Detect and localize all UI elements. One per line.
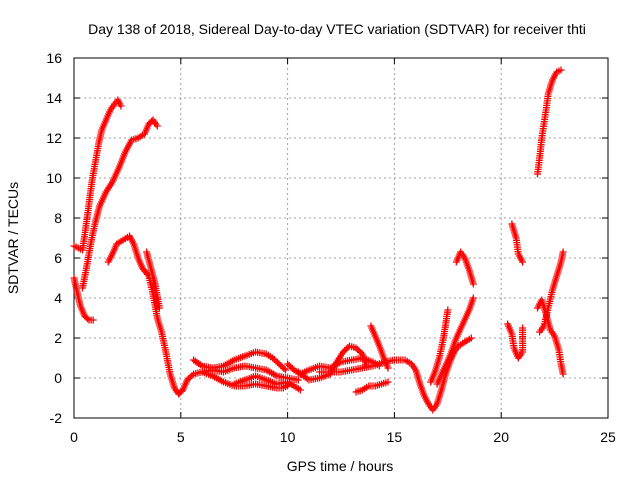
x-tick-label: 15 bbox=[387, 429, 403, 445]
y-tick-label: 14 bbox=[46, 90, 62, 106]
x-tick-label: 20 bbox=[493, 429, 509, 445]
data-series bbox=[230, 372, 304, 394]
y-tick-label: 4 bbox=[54, 290, 62, 306]
data-points bbox=[70, 66, 567, 414]
x-tick-label: 10 bbox=[280, 429, 296, 445]
data-point-markers bbox=[70, 96, 125, 254]
data-series bbox=[70, 96, 125, 254]
data-series bbox=[433, 294, 477, 388]
data-point-markers bbox=[504, 320, 527, 362]
data-series bbox=[79, 116, 161, 292]
y-axis-label: SDTVAR / TECUs bbox=[5, 182, 21, 294]
plot-border bbox=[73, 57, 609, 419]
data-series bbox=[294, 342, 371, 384]
data-point-markers bbox=[70, 274, 97, 324]
data-series bbox=[143, 248, 163, 312]
data-series bbox=[367, 322, 392, 372]
data-point-markers bbox=[143, 248, 163, 312]
data-series bbox=[352, 378, 392, 396]
y-tick-label: 8 bbox=[54, 210, 62, 226]
data-point-markers bbox=[190, 348, 289, 374]
data-point-markers bbox=[198, 368, 294, 392]
data-point-markers bbox=[352, 378, 392, 396]
data-series bbox=[452, 248, 477, 288]
data-series bbox=[534, 66, 565, 178]
chart-title: Day 138 of 2018, Sidereal Day-to-day VTE… bbox=[88, 21, 586, 37]
y-tick-label: 2 bbox=[54, 330, 62, 346]
y-tick-label: 10 bbox=[46, 170, 62, 186]
data-point-markers bbox=[536, 248, 567, 336]
data-series bbox=[508, 220, 527, 266]
data-series bbox=[198, 368, 294, 392]
x-tick-label: 0 bbox=[70, 429, 78, 445]
data-point-markers bbox=[452, 248, 477, 288]
data-series bbox=[504, 320, 527, 362]
data-series bbox=[70, 274, 97, 324]
data-series bbox=[427, 306, 452, 386]
data-point-markers bbox=[508, 220, 527, 266]
data-series bbox=[536, 248, 567, 336]
data-point-markers bbox=[433, 294, 477, 388]
y-tick-label: 0 bbox=[54, 370, 62, 386]
data-point-markers bbox=[104, 232, 302, 398]
x-tick-label: 5 bbox=[177, 429, 185, 445]
x-tick-label: 25 bbox=[600, 429, 616, 445]
axis-ticks: 0 5 10 15 20 25 -2 0 2 4 6 8 10 12 14 16 bbox=[46, 50, 616, 445]
y-tick-label: 12 bbox=[46, 130, 62, 146]
y-tick-label: -2 bbox=[50, 410, 63, 426]
data-series bbox=[104, 232, 302, 398]
y-tick-label: 16 bbox=[46, 50, 62, 66]
data-point-markers bbox=[230, 372, 304, 394]
data-point-markers bbox=[534, 66, 565, 178]
data-point-markers bbox=[79, 116, 161, 292]
data-series bbox=[190, 348, 289, 374]
x-axis-label: GPS time / hours bbox=[287, 458, 394, 474]
data-point-markers bbox=[294, 342, 371, 384]
y-tick-label: 6 bbox=[54, 250, 62, 266]
plot-frame bbox=[73, 57, 609, 419]
data-point-markers bbox=[427, 306, 452, 386]
data-point-markers bbox=[367, 322, 392, 372]
